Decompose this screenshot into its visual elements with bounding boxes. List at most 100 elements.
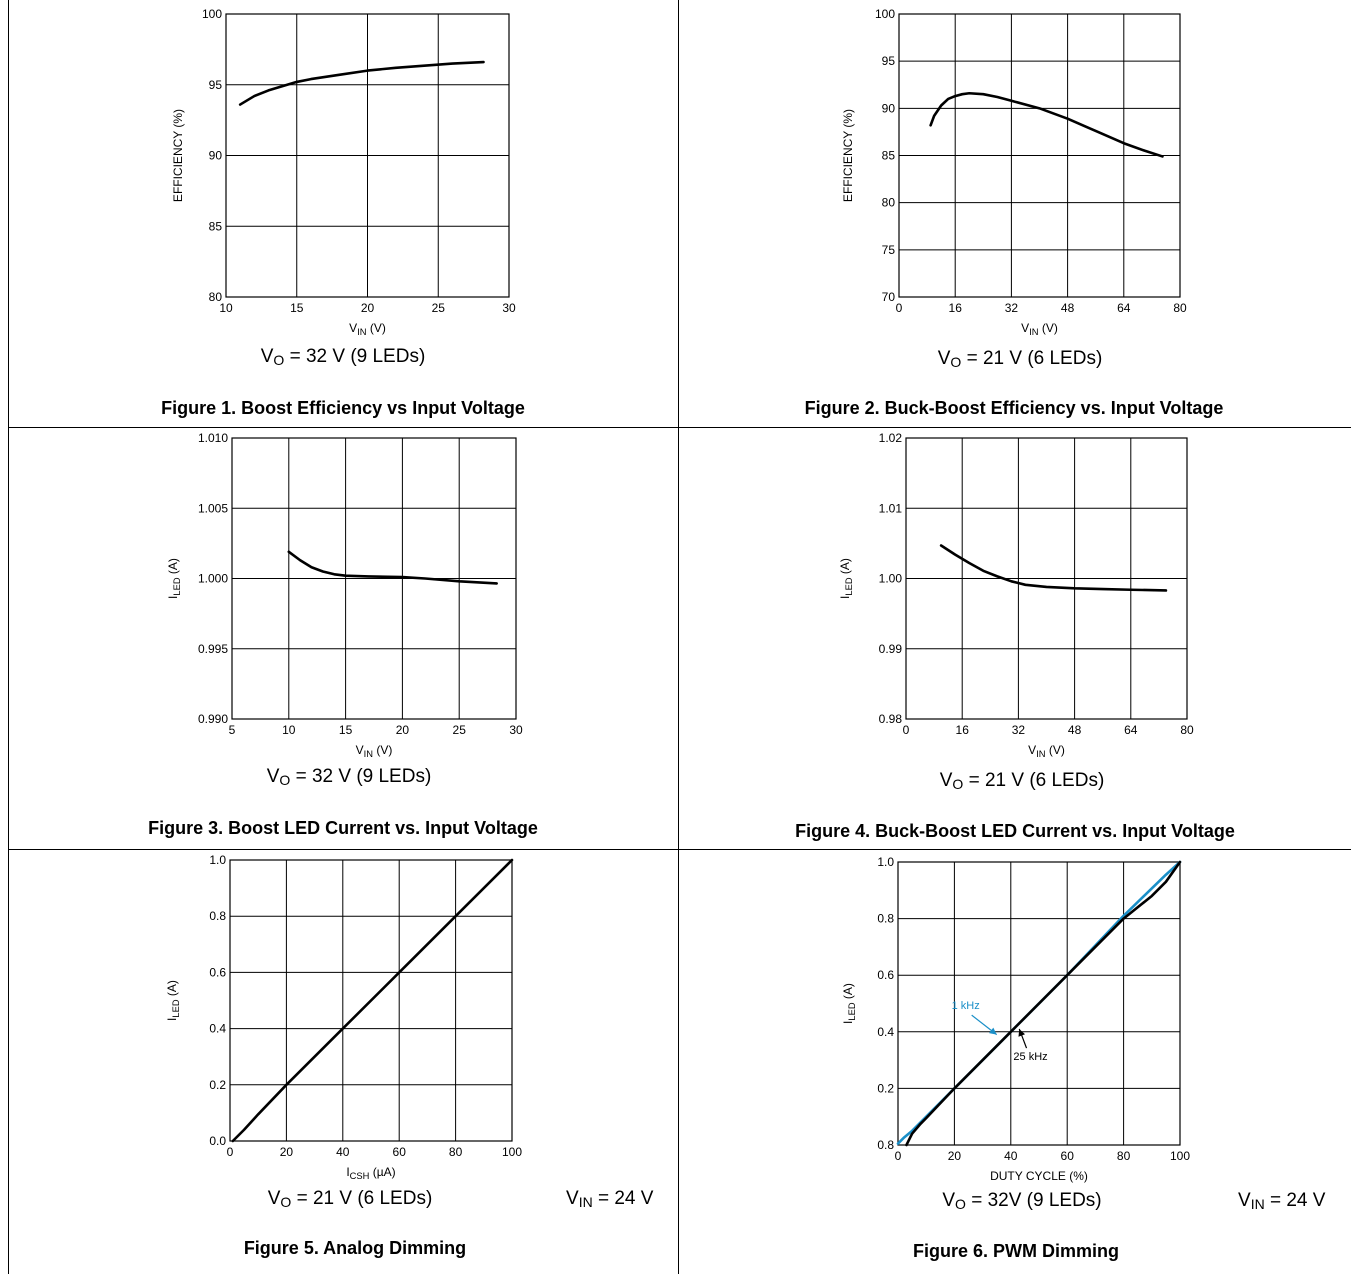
figure-5-condition: VO = 21 V (6 LEDs) (267, 1188, 433, 1210)
x-tick-label: 40 (1004, 1149, 1018, 1163)
plot-frame (898, 13, 1181, 298)
series-line (929, 91, 1164, 158)
frame-row-divider-1 (8, 427, 1351, 428)
y-tick-label: 0.4 (877, 1025, 894, 1039)
x-tick-label: 16 (949, 301, 963, 315)
annotation-arrow-head (989, 1027, 997, 1035)
x-tick-label: 5 (229, 723, 236, 737)
plot-frame (225, 13, 510, 298)
y-tick-label: 0.8 (877, 912, 894, 926)
x-tick-label: 10 (282, 723, 296, 737)
y-tick-label: 0.6 (209, 965, 226, 979)
frame-row-divider-2 (8, 849, 1351, 850)
figure-2-title: Figure 2. Buck-Boost Efficiency vs. Inpu… (804, 398, 1224, 418)
x-tick-label: 60 (1061, 1149, 1075, 1163)
x-tick-label: 100 (502, 1145, 522, 1159)
x-tick-label: 20 (396, 723, 410, 737)
x-tick-label: 30 (509, 723, 523, 737)
y-axis-label: ILED (A) (166, 558, 182, 599)
x-tick-label: 25 (453, 723, 467, 737)
y-axis-label: ILED (A) (841, 983, 857, 1024)
x-tick-label: 0 (896, 301, 903, 315)
x-tick-label: 60 (393, 1145, 407, 1159)
y-tick-label: 90 (882, 101, 896, 115)
y-tick-label: 0.8 (209, 909, 226, 923)
chart-5: 0 20 40 60 80 100 0.0 0.2 0.4 0.6 0.8 1.0 ICSH (µA) I… (165, 853, 522, 1181)
x-tick-label: 80 (1180, 723, 1194, 737)
plot-frame (905, 437, 1188, 720)
y-tick-label: 1.005 (198, 501, 228, 515)
figure-3-condition: VO = 32 V (9 LEDs) (266, 766, 432, 788)
figure-4-condition: VO = 21 V (6 LEDs) (939, 770, 1105, 792)
x-axis-label: VIN (V) (356, 743, 393, 759)
annotation-arrow-head (1018, 1028, 1026, 1037)
y-tick-label: 0.995 (198, 642, 228, 656)
x-tick-label: 32 (1005, 301, 1019, 315)
y-axis-label: EFFICIENCY (%) (841, 109, 855, 202)
chart-6: 0 20 40 60 80 100 0.8 0.2 0.4 0.6 0.8 1.0 DUTY CYCLE… (841, 855, 1190, 1183)
y-tick-label: 95 (882, 54, 896, 68)
y-axis-label: EFFICIENCY (%) (171, 109, 185, 202)
frame-left-border (8, 0, 9, 1274)
series-line (238, 60, 485, 106)
y-tick-label: 0.98 (879, 712, 903, 726)
chart-4: 0 16 32 48 64 80 0.98 0.99 1.00 1.01 1.02 VIN (V) IL… (838, 431, 1194, 759)
x-tick-label: 16 (956, 723, 970, 737)
y-tick-label: 80 (882, 196, 896, 210)
x-tick-label: 0 (895, 1149, 902, 1163)
x-tick-label: 0 (227, 1145, 234, 1159)
figure-5-vin-condition: VIN = 24 V (566, 1188, 654, 1210)
series-line (939, 544, 1168, 592)
y-tick-label: 1.00 (879, 572, 903, 586)
y-tick-label: 80 (209, 290, 223, 304)
y-tick-label: 0.990 (198, 712, 228, 726)
y-tick-label: 100 (875, 7, 895, 21)
y-tick-label: 1.01 (879, 501, 903, 515)
y-tick-label: 100 (202, 7, 222, 21)
y-tick-label: 0.6 (877, 968, 894, 982)
figure-2-condition: VO = 21 V (6 LEDs) (937, 348, 1103, 370)
y-tick-label: 0.2 (877, 1081, 894, 1095)
series-annotation: 1 kHz (952, 1000, 980, 1012)
figure-6-vin-condition: VIN = 24 V (1238, 1190, 1326, 1212)
y-tick-label: 85 (209, 219, 223, 233)
figure-6-title: Figure 6. PWM Dimming (912, 1241, 1119, 1261)
x-axis-label: DUTY CYCLE (%) (990, 1169, 1088, 1183)
y-tick-label: 0.2 (209, 1078, 226, 1092)
series-line (231, 858, 514, 1143)
y-tick-label: 75 (882, 243, 896, 257)
x-axis-label: VIN (V) (1021, 321, 1058, 337)
figure-6-condition: VO = 32V (9 LEDs) (942, 1190, 1102, 1212)
x-tick-label: 64 (1117, 301, 1131, 315)
x-tick-label: 100 (1170, 1149, 1190, 1163)
plot-frame (229, 859, 513, 1142)
x-tick-label: 48 (1061, 301, 1075, 315)
plot-frame (897, 861, 1181, 1146)
figure-4-title: Figure 4. Buck-Boost LED Current vs. Inp… (795, 821, 1235, 841)
x-axis-label: VIN (V) (1028, 743, 1065, 759)
y-tick-label: 0.99 (879, 642, 903, 656)
figure-1-title: Figure 1. Boost Efficiency vs Input Volt… (161, 398, 525, 418)
y-axis-label: ILED (A) (838, 558, 854, 599)
y-tick-label: 0.0 (209, 1134, 226, 1148)
chart-2: 0 16 32 48 64 80 70 75 80 85 90 95 100 VIN (V) EFFICIE… (841, 7, 1187, 337)
y-tick-label: 1.000 (198, 572, 228, 586)
x-tick-label: 30 (502, 301, 516, 315)
figure-3-title: Figure 3. Boost LED Current vs. Input Vo… (148, 818, 538, 838)
x-tick-label: 80 (1117, 1149, 1131, 1163)
x-tick-label: 32 (1012, 723, 1026, 737)
y-tick-label: 85 (882, 149, 896, 163)
y-tick-label: 1.0 (877, 855, 894, 869)
y-tick-label: 0.4 (209, 1022, 226, 1036)
x-tick-label: 40 (336, 1145, 350, 1159)
x-tick-label: 64 (1124, 723, 1138, 737)
x-tick-label: 15 (339, 723, 353, 737)
x-tick-label: 10 (219, 301, 233, 315)
x-tick-label: 15 (290, 301, 304, 315)
series-annotation: 25 kHz (1013, 1051, 1047, 1063)
x-tick-label: 0 (903, 723, 910, 737)
x-axis-label: ICSH (µA) (346, 1165, 395, 1181)
chart-1: 10 15 20 25 30 80 85 90 95 100 VIN (V) EFFICIENCY (… (171, 7, 516, 337)
y-tick-label: 1.010 (198, 431, 228, 445)
